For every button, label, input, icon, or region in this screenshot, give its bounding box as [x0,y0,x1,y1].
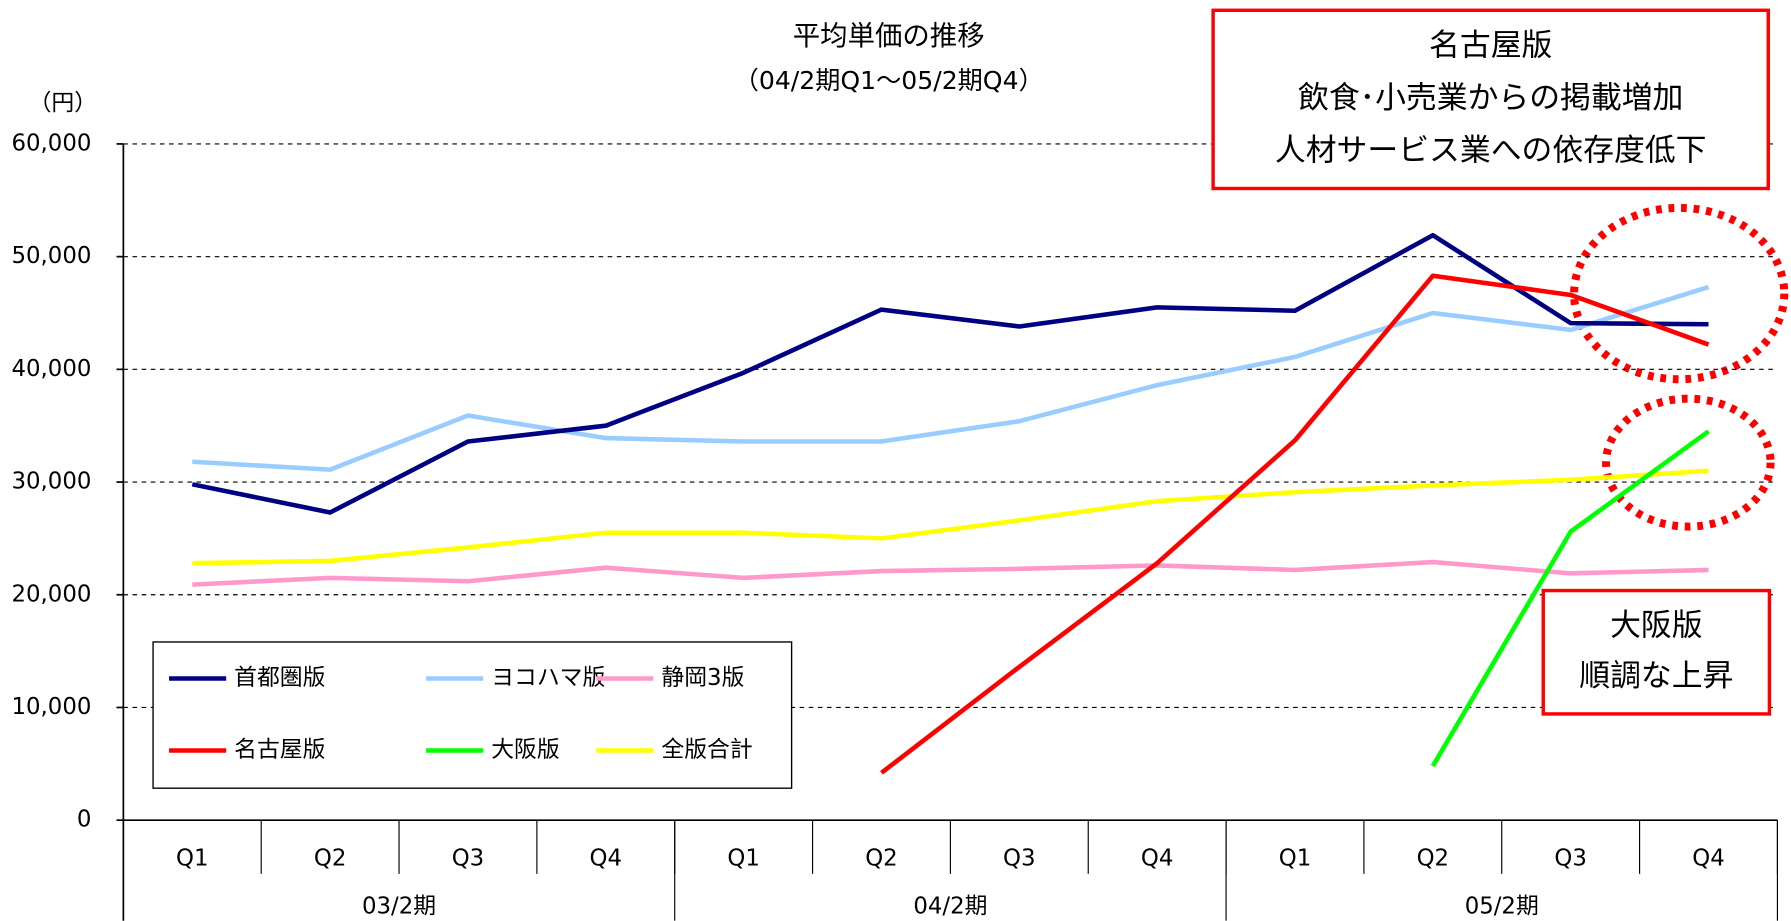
chart-title: 平均単価の推移 [793,21,985,52]
highlight-ellipse [1602,394,1775,531]
x-tick-label: Q3 [452,846,485,872]
x-tick-label: Q4 [590,846,622,872]
legend-label: 名古屋版 [234,737,325,763]
legend-label: 首都圏版 [234,665,325,691]
x-tick-label: Q1 [176,846,209,872]
annotation-box [1211,8,1770,191]
group-label: 05/2期 [1465,893,1539,919]
y-tick-label: 60,000 [11,130,91,156]
x-tick-label: Q4 [1141,846,1174,872]
series-line [192,284,1710,472]
annotation-text: 大阪版 [1610,608,1703,644]
legend-label: 大阪版 [491,737,559,763]
legend-label: ヨコハマ版 [491,665,605,691]
x-tick-label: Q2 [865,846,897,872]
x-tick-label: Q3 [1554,846,1587,872]
y-tick-label: 0 [77,807,92,833]
highlight-ellipse [1570,203,1789,384]
chart-subtitle: （04/2期Q1～05/2期Q4） [734,66,1044,95]
annotation-text: 順調な上昇 [1579,658,1733,694]
series-line [1430,429,1710,768]
legend-label: 全版合計 [661,737,752,763]
group-label: 04/2期 [913,893,987,919]
annotation-text: 人材サービス業への依存度低下 [1275,132,1707,168]
group-label: 03/2期 [362,893,436,919]
y-axis-label: （円） [29,90,97,116]
annotation-box [1541,588,1772,716]
y-tick-label: 30,000 [11,469,91,495]
annotation-text: 飲食･小売業からの掲載増加 [1298,80,1683,116]
legend-label: 静岡3版 [661,665,744,691]
series-line [191,232,1709,515]
x-tick-label: Q1 [727,846,760,872]
x-tick-label: Q3 [1003,846,1036,872]
x-tick-label: Q4 [1692,846,1725,872]
y-tick-label: 40,000 [11,356,91,382]
x-tick-label: Q2 [1417,846,1450,872]
plot: 平均単価の推移 （04/2期Q1～05/2期Q4） （円） 0 10,000 20,… [11,8,1789,921]
annotation-text: 名古屋版 [1429,27,1552,63]
x-tick-label: Q2 [314,846,347,872]
x-tick-label: Q1 [1279,846,1312,872]
y-tick-label: 50,000 [11,243,91,269]
y-tick-label: 20,000 [11,581,91,607]
legend [152,641,793,789]
series-line [192,468,1709,566]
series-line [192,559,1709,587]
y-tick-label: 10,000 [11,694,91,720]
series-line [880,273,1710,775]
